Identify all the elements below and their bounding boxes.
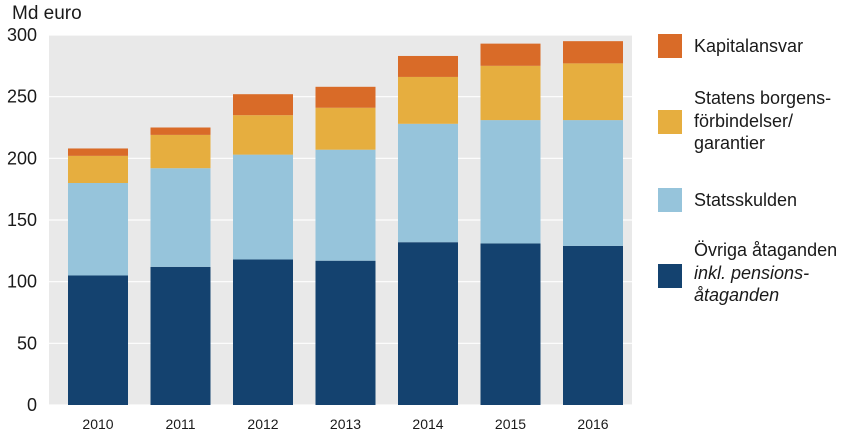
bar-stack-2012 xyxy=(233,94,293,405)
bar-segment-2016-series-2 xyxy=(563,63,623,121)
y-tick-label: 300 xyxy=(7,25,37,45)
bar-segment-2011-series-0 xyxy=(150,266,211,405)
legend-label-ovriga-ataganden: Övriga åtaganden inkl. pensions- åtagand… xyxy=(694,240,838,305)
bar-segment-2012-series-0 xyxy=(233,259,293,405)
x-tick-label-2016: 2016 xyxy=(577,416,608,432)
bar-segment-2011-series-2 xyxy=(150,134,211,169)
bar-segment-2016-series-0 xyxy=(563,245,623,405)
bar-segment-2014-series-2 xyxy=(398,76,458,124)
bar-stack-2010 xyxy=(68,148,128,405)
x-tick-label-2015: 2015 xyxy=(495,416,526,432)
bar-segment-2015-series-1 xyxy=(480,120,541,244)
bar-segment-2010-series-3 xyxy=(68,148,128,156)
legend: Kapitalansvar Statens borgens- förbindel… xyxy=(655,0,863,434)
bar-segment-2012-series-3 xyxy=(233,94,293,116)
legend-swatch-statsskulden xyxy=(658,188,682,212)
bar-segment-2012-series-1 xyxy=(233,154,293,260)
y-tick-label: 50 xyxy=(17,333,37,353)
bar-segment-2010-series-2 xyxy=(68,155,128,183)
bar-stacks xyxy=(68,41,623,405)
y-tick-label: 250 xyxy=(7,87,37,107)
x-tick-label-2013: 2013 xyxy=(330,416,361,432)
bar-segment-2014-series-0 xyxy=(398,242,458,405)
bar-segment-2011-series-3 xyxy=(150,127,211,135)
y-axis-unit-label: Md euro xyxy=(12,3,82,24)
legend-swatch-ovriga-ataganden xyxy=(658,264,682,288)
x-tick-label-2011: 2011 xyxy=(165,416,195,432)
bar-segment-2014-series-3 xyxy=(398,55,458,77)
bar-stack-2016 xyxy=(563,41,623,405)
legend-swatch-kapitalansvar xyxy=(658,34,682,58)
y-tick-label: 150 xyxy=(7,210,37,230)
bar-segment-2015-series-2 xyxy=(480,65,541,121)
bar-segment-2013-series-1 xyxy=(315,149,376,261)
bar-segment-2016-series-3 xyxy=(563,41,623,64)
bar-segment-2010-series-1 xyxy=(68,183,128,276)
bar-segment-2011-series-1 xyxy=(150,168,211,267)
bar-segment-2012-series-2 xyxy=(233,115,293,155)
bar-segment-2013-series-3 xyxy=(315,86,376,108)
bar-segment-2010-series-0 xyxy=(68,275,128,405)
bar-segment-2013-series-0 xyxy=(315,260,376,405)
bar-stack-2015 xyxy=(480,43,541,405)
bar-stack-2013 xyxy=(315,86,376,405)
legend-label-statsskulden: Statsskulden xyxy=(694,190,798,210)
bar-stack-2014 xyxy=(398,55,458,405)
x-tick-label-2012: 2012 xyxy=(247,416,278,432)
bar-segment-2014-series-1 xyxy=(398,123,458,243)
x-tick-label-2010: 2010 xyxy=(82,416,113,432)
bar-segment-2016-series-1 xyxy=(563,120,623,246)
y-axis-tick-labels: 0 50 100 150 200 250 300 xyxy=(7,25,37,415)
legend-swatch-statens-borgensforbindelser xyxy=(658,110,682,134)
bar-segment-2013-series-2 xyxy=(315,107,376,150)
y-tick-label: 200 xyxy=(7,148,37,168)
y-tick-label: 100 xyxy=(7,272,37,292)
legend-label-statens-borgensforbindelser: Statens borgens- förbindelser/ garantier xyxy=(694,88,832,153)
x-axis-tick-labels: 2010 2011 2012 2013 2014 2015 2016 xyxy=(82,416,608,432)
legend-label-kapitalansvar: Kapitalansvar xyxy=(694,36,804,56)
bar-segment-2015-series-3 xyxy=(480,43,541,66)
bar-segment-2015-series-0 xyxy=(480,243,541,405)
x-tick-label-2014: 2014 xyxy=(412,416,443,432)
y-tick-label: 0 xyxy=(27,395,37,415)
bar-stack-2011 xyxy=(150,127,211,405)
